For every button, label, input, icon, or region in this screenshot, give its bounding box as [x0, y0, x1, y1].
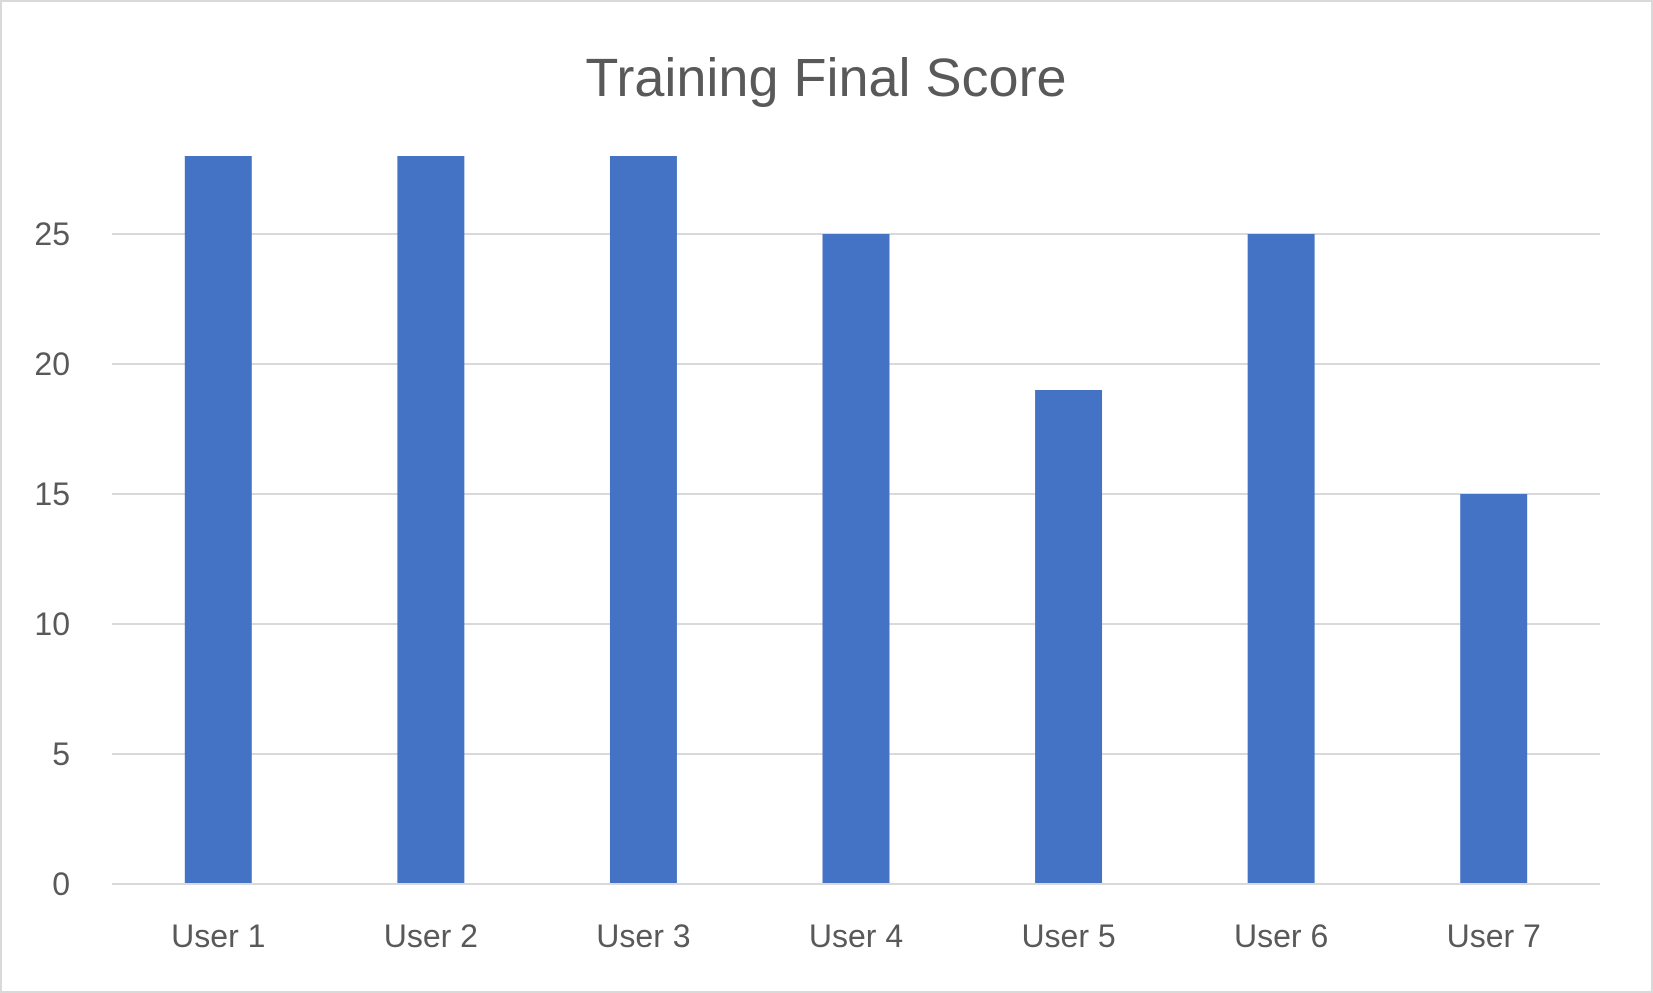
bar-user-7	[1460, 494, 1528, 884]
bar-user-1	[184, 156, 252, 884]
bar-user-3	[609, 156, 677, 884]
bars	[184, 156, 1528, 884]
bar-user-5	[1035, 390, 1103, 884]
y-tick-label: 5	[52, 736, 70, 772]
x-category-label: User 5	[1021, 918, 1115, 954]
x-category-label: User 2	[384, 918, 478, 954]
bar-user-4	[822, 234, 890, 884]
y-tick-label: 20	[34, 346, 70, 382]
axis-labels: 0 5 10 15 20 25 User 1 User 2 User 3 User 4 User 5…	[34, 216, 1540, 954]
y-tick-label: 15	[34, 476, 70, 512]
x-category-label: User 6	[1234, 918, 1328, 954]
x-category-label: User 3	[596, 918, 690, 954]
bar-user-6	[1247, 234, 1315, 884]
chart-title: Training Final Score	[585, 48, 1066, 108]
bar-user-2	[397, 156, 465, 884]
y-tick-label: 0	[52, 866, 70, 902]
x-category-label: User 4	[809, 918, 903, 954]
y-tick-label: 10	[34, 606, 70, 642]
y-tick-label: 25	[34, 216, 70, 252]
x-category-label: User 1	[171, 918, 265, 954]
x-category-label: User 7	[1447, 918, 1541, 954]
